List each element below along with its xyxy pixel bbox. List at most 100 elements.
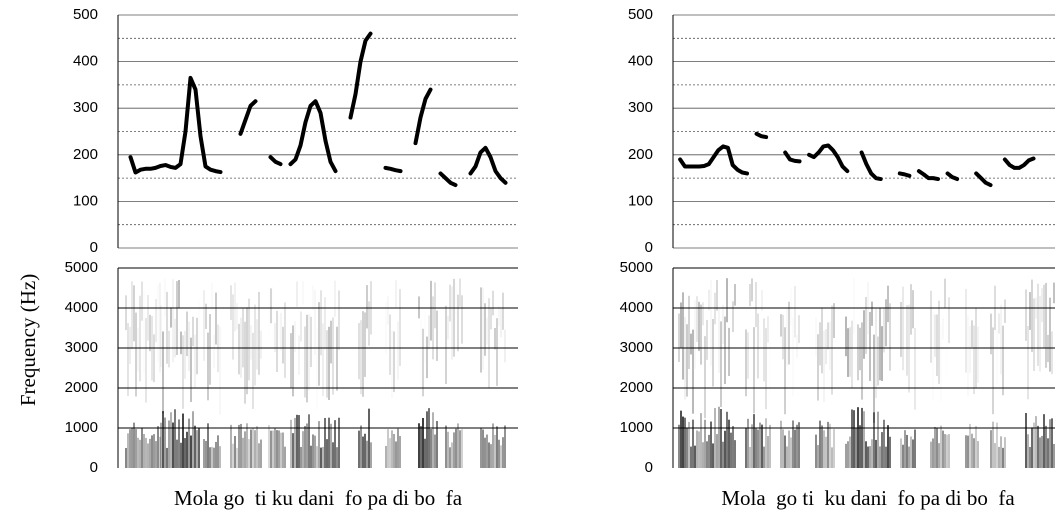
energy [930,441,932,468]
energy [871,301,873,326]
energy [198,427,200,468]
energy [827,421,829,468]
energy [1002,447,1004,468]
energy [213,447,215,468]
energy [881,432,883,468]
energy [127,323,129,396]
energy [457,294,459,352]
energy [969,326,971,373]
energy [759,422,761,468]
energy [859,425,861,468]
energy [914,327,916,410]
energy [849,327,851,377]
energy [274,323,276,353]
energy [786,308,788,366]
energy [368,301,370,346]
energy [967,316,969,395]
energy [424,312,426,363]
energy [885,446,887,468]
energy [211,283,213,311]
energy [782,429,784,468]
energy [765,328,767,410]
energy [792,420,794,468]
y-tick-label: 2000 [620,379,653,396]
y-tick-label: 1000 [620,419,653,436]
energy [494,327,496,350]
energy [164,417,166,468]
energy [385,302,387,354]
energy [769,424,771,468]
energy [157,426,159,468]
energy [847,441,849,468]
energy [690,446,692,468]
energy [168,420,170,468]
energy [127,433,129,468]
energy [278,430,280,468]
energy [434,282,436,329]
energy [761,424,763,468]
energy [710,421,712,468]
energy [316,446,318,468]
energy [304,425,306,468]
energy [232,294,234,360]
energy [336,447,338,468]
energy [290,419,292,468]
energy [815,317,817,355]
energy [780,314,782,337]
y-tick-label: 0 [90,239,98,256]
energy [875,308,877,399]
energy [395,280,397,308]
energy [364,433,366,468]
energy [420,320,422,388]
energy [139,295,141,382]
y-tick-label: 5000 [65,259,98,276]
x-axis-label: Mola go ti ku dani fo pa di bo fa [721,486,1015,510]
energy [135,312,137,397]
energy [829,423,831,468]
energy [863,411,865,468]
energy [209,314,211,385]
energy [833,303,835,338]
energy [934,426,936,468]
energy [455,428,457,468]
energy [172,422,174,468]
energy [871,439,873,468]
energy [745,428,747,468]
energy [684,316,686,400]
energy [757,313,759,379]
energy [827,322,829,350]
energy [1039,437,1041,468]
energy [973,438,975,468]
energy [424,438,426,468]
energy [990,430,992,468]
energy [232,443,234,468]
energy [851,409,853,468]
energy [936,314,938,376]
energy [328,326,330,401]
energy [946,314,948,378]
energy [160,422,162,468]
energy [217,435,219,468]
energy [236,302,238,330]
energy [496,318,498,386]
energy [1037,425,1039,468]
energy [482,288,484,370]
energy [747,332,749,379]
energy [268,424,270,468]
energy [260,439,262,468]
energy [178,419,180,468]
y-tick-label: 0 [645,459,653,476]
energy [125,447,127,468]
energy [823,430,825,468]
energy [274,427,276,468]
energy [133,285,135,342]
energy [192,316,194,347]
energy [184,438,186,468]
energy [428,408,430,468]
energy [258,291,260,375]
energy [318,421,320,468]
energy [498,306,500,326]
energy [948,297,950,344]
energy [763,318,765,382]
energy [859,327,861,371]
